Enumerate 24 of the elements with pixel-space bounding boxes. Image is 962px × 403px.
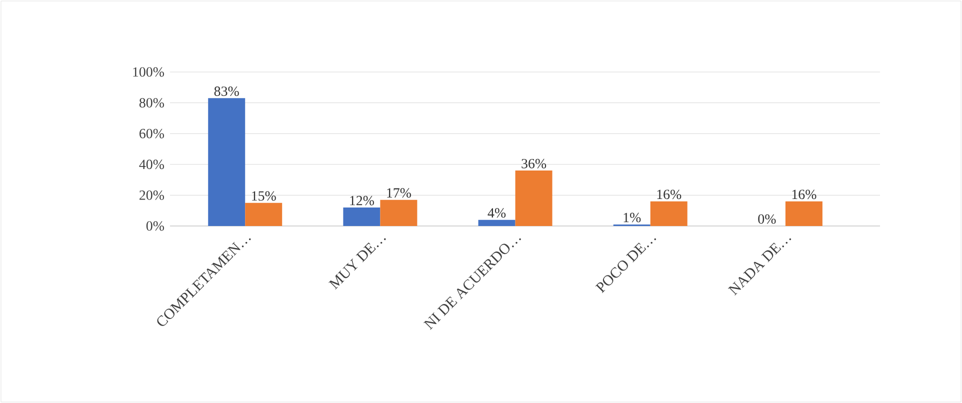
bar bbox=[380, 200, 418, 226]
bar bbox=[650, 201, 688, 226]
data-label: 1% bbox=[624, 212, 641, 222]
y-tick-label: 100% bbox=[133, 67, 164, 77]
data-label: 4% bbox=[488, 208, 506, 218]
data-label: 83% bbox=[214, 86, 239, 96]
bar bbox=[245, 202, 282, 226]
bar bbox=[343, 208, 380, 226]
bar bbox=[208, 98, 246, 226]
data-label: 16% bbox=[792, 190, 816, 200]
bar bbox=[478, 220, 516, 226]
data-label: 15% bbox=[252, 191, 276, 201]
y-tick-label: 20% bbox=[140, 190, 164, 200]
y-tick-label: 40% bbox=[139, 160, 164, 170]
y-tick-label: 0% bbox=[146, 221, 164, 231]
bar bbox=[515, 170, 552, 226]
bar bbox=[785, 201, 822, 226]
data-label: 0% bbox=[758, 214, 776, 224]
data-label: 36% bbox=[522, 158, 546, 168]
y-tick-label: 80% bbox=[139, 98, 164, 108]
data-label: 12% bbox=[350, 196, 374, 206]
y-tick-label: 60% bbox=[140, 128, 164, 138]
data-label: 17% bbox=[387, 188, 411, 198]
data-label: 16% bbox=[657, 190, 682, 200]
